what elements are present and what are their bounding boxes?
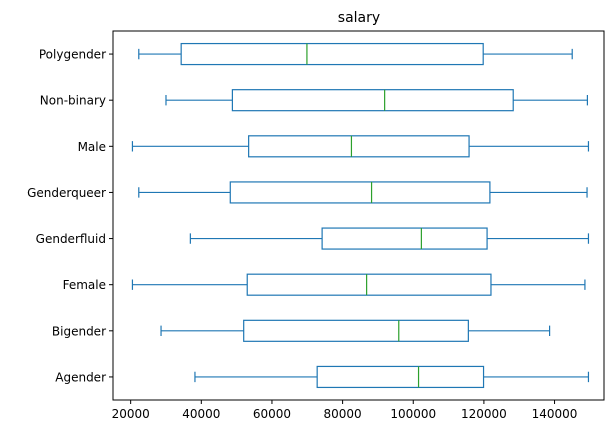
box-iqr xyxy=(246,273,492,296)
plot-frame xyxy=(112,30,605,401)
box-iqr xyxy=(316,365,485,389)
x-tick-label: 140000 xyxy=(532,407,578,421)
box-iqr xyxy=(229,181,491,204)
x-axis: 20000 40000 60000 80000 100000 120000 140000 xyxy=(112,400,578,421)
y-tick-label: Female xyxy=(63,278,106,292)
box-group xyxy=(160,319,551,342)
y-tick-label: Male xyxy=(78,140,106,154)
box-group xyxy=(138,181,588,204)
box-iqr xyxy=(180,42,484,66)
x-tick-label: 120000 xyxy=(461,407,507,421)
box-group xyxy=(194,365,590,389)
box-iqr xyxy=(248,135,470,158)
y-tick-label: Non-binary xyxy=(40,94,106,108)
box-group xyxy=(165,89,588,112)
box-iqr xyxy=(243,319,469,342)
chart-title: salary xyxy=(338,10,380,26)
box-iqr xyxy=(231,89,514,112)
plot-marks xyxy=(131,42,590,389)
y-tick-label: Genderfluid xyxy=(36,232,106,246)
y-tick-label: Bigender xyxy=(52,324,106,338)
box-group xyxy=(131,273,586,296)
box-group xyxy=(189,227,590,250)
box-group xyxy=(131,135,590,158)
y-tick-label: Polygender xyxy=(39,48,106,62)
box-group xyxy=(138,42,573,66)
x-tick-label: 60000 xyxy=(253,407,291,421)
x-tick-label: 100000 xyxy=(390,407,436,421)
x-tick-label: 40000 xyxy=(182,407,220,421)
y-tick-label: Agender xyxy=(55,370,106,384)
y-tick-label: Genderqueer xyxy=(27,186,106,200)
y-axis: Polygender Non-binary Male Genderqueer Gende… xyxy=(27,48,113,384)
box-iqr xyxy=(321,227,488,250)
x-tick-label: 80000 xyxy=(324,407,362,421)
x-tick-label: 20000 xyxy=(112,407,150,421)
